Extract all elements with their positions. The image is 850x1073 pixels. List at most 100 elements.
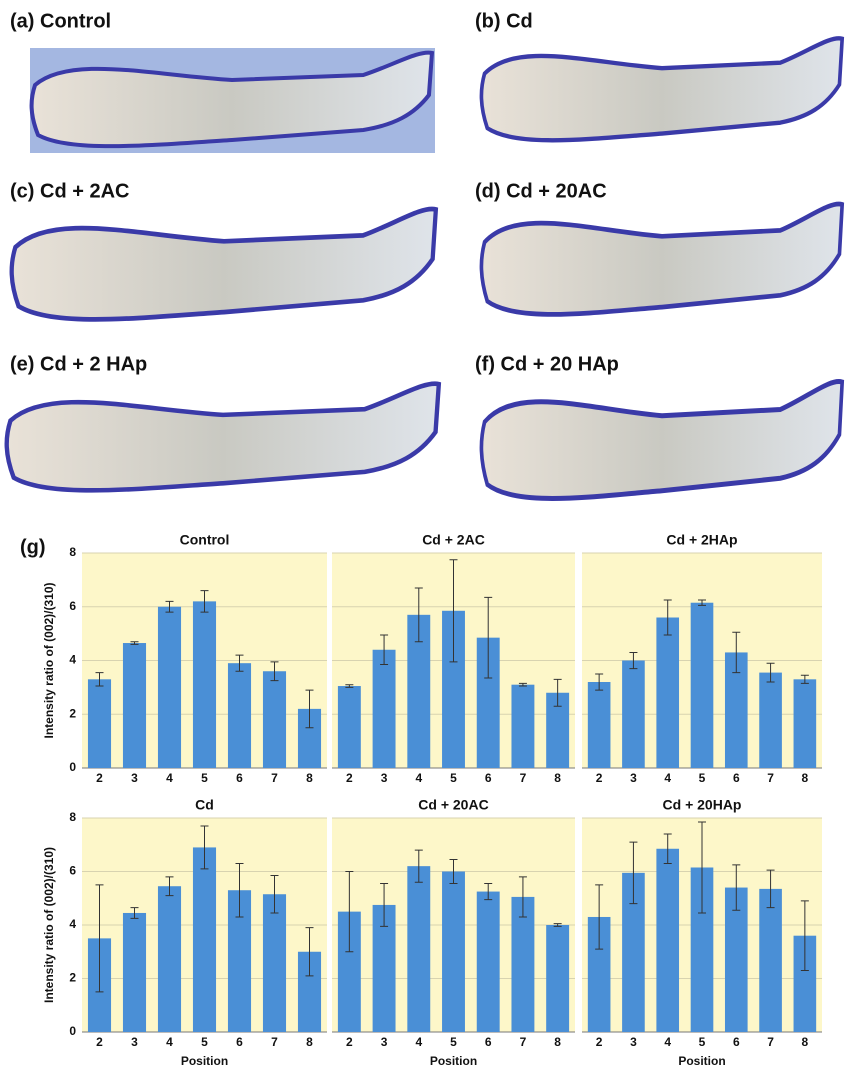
- chart-title: Control: [180, 532, 230, 548]
- x-tick-label: 7: [271, 1035, 278, 1049]
- bar: [793, 679, 817, 768]
- error-bar: [595, 884, 604, 950]
- bar: [511, 896, 535, 1032]
- x-tick-label: 4: [415, 1035, 422, 1049]
- chart-title: Cd + 20AC: [418, 797, 488, 813]
- bar: [442, 610, 465, 768]
- bar: [407, 614, 431, 768]
- bar: [372, 649, 396, 768]
- bar: [192, 601, 217, 768]
- bar: [724, 887, 748, 1032]
- panel-label: (e) Cd + 2 HAp: [10, 353, 147, 375]
- x-tick-label: 6: [236, 1035, 243, 1049]
- bar: [337, 686, 361, 768]
- x-tick-label: 4: [664, 771, 671, 785]
- x-tick-label: 6: [733, 1035, 740, 1049]
- bar: [157, 886, 182, 1032]
- bar: [262, 671, 287, 768]
- y-tick-label: 2: [69, 706, 76, 720]
- x-tick-label: 6: [236, 771, 243, 785]
- error-bar: [270, 661, 279, 682]
- y-tick-label: 8: [69, 545, 76, 559]
- error-bar: [732, 631, 741, 674]
- x-tick-label: 3: [630, 771, 637, 785]
- micrograph: [7, 384, 439, 491]
- error-bar: [800, 674, 809, 684]
- error-bar: [449, 559, 458, 663]
- y-axis-label: Intensity ratio of (002)/(310): [42, 847, 56, 1003]
- bar: [622, 872, 645, 1032]
- bar: [157, 606, 182, 768]
- chart-title: Cd + 20HAp: [663, 797, 742, 813]
- error-bar: [345, 871, 354, 953]
- bar: [476, 637, 500, 768]
- bar: [587, 916, 611, 1032]
- bar: [297, 951, 322, 1032]
- error-bar: [518, 876, 527, 918]
- x-tick-label: 4: [415, 771, 422, 785]
- x-tick-label: 5: [699, 1035, 706, 1049]
- error-bar: [380, 634, 389, 666]
- x-tick-label: 8: [802, 771, 809, 785]
- chart-title: Cd: [195, 797, 214, 813]
- error-bar: [414, 587, 423, 643]
- error-bar: [663, 599, 672, 636]
- bar: [476, 891, 500, 1032]
- x-tick-label: 7: [271, 771, 278, 785]
- error-bar: [732, 864, 741, 911]
- y-tick-label: 4: [69, 653, 76, 667]
- bar: [511, 684, 535, 768]
- x-tick-label: 7: [520, 771, 527, 785]
- error-bar: [200, 825, 209, 870]
- error-bar: [595, 673, 604, 691]
- y-tick-label: 0: [69, 1024, 76, 1038]
- error-bar: [629, 651, 638, 670]
- x-tick-label: 5: [201, 771, 208, 785]
- x-tick-label: 3: [131, 771, 138, 785]
- x-tick-label: 5: [201, 1035, 208, 1049]
- x-tick-label: 7: [520, 1035, 527, 1049]
- error-bar: [305, 927, 314, 977]
- error-bar: [200, 590, 209, 613]
- x-tick-label: 7: [767, 1035, 774, 1049]
- bar: [372, 904, 396, 1032]
- x-tick-label: 2: [96, 771, 103, 785]
- error-bar: [305, 689, 314, 729]
- error-bar: [165, 600, 174, 613]
- bar: [407, 866, 431, 1032]
- error-bar: [553, 923, 562, 927]
- x-axis-label: Position: [181, 1054, 228, 1068]
- error-bar: [629, 841, 638, 905]
- error-bar: [270, 875, 279, 914]
- bar: [793, 935, 817, 1032]
- x-tick-label: 8: [554, 771, 561, 785]
- error-bar: [235, 654, 244, 672]
- error-bar: [800, 900, 809, 971]
- bar: [656, 848, 680, 1032]
- x-tick-label: 4: [166, 771, 173, 785]
- bar: [227, 663, 252, 768]
- bar: [227, 890, 252, 1032]
- y-tick-label: 6: [69, 599, 76, 613]
- error-bar: [380, 883, 389, 927]
- x-tick-label: 8: [802, 1035, 809, 1049]
- y-axis-label: Intensity ratio of (002)/(310): [42, 582, 56, 738]
- bar: [759, 888, 782, 1032]
- error-bar: [235, 862, 244, 918]
- x-tick-label: 3: [131, 1035, 138, 1049]
- y-tick-label: 6: [69, 864, 76, 878]
- micrograph: [481, 204, 842, 314]
- x-tick-label: 2: [596, 771, 603, 785]
- error-bar: [553, 678, 562, 707]
- chart-title: Cd + 2AC: [422, 532, 485, 548]
- x-tick-label: 2: [96, 1035, 103, 1049]
- bar: [546, 925, 570, 1032]
- panel-label: (d) Cd + 20AC: [475, 180, 607, 202]
- y-tick-label: 8: [69, 810, 76, 824]
- x-tick-label: 6: [485, 1035, 492, 1049]
- error-bar: [165, 876, 174, 897]
- error-bar: [663, 833, 672, 864]
- error-bar: [345, 684, 354, 688]
- error-bar: [130, 907, 139, 919]
- error-bar: [518, 682, 527, 687]
